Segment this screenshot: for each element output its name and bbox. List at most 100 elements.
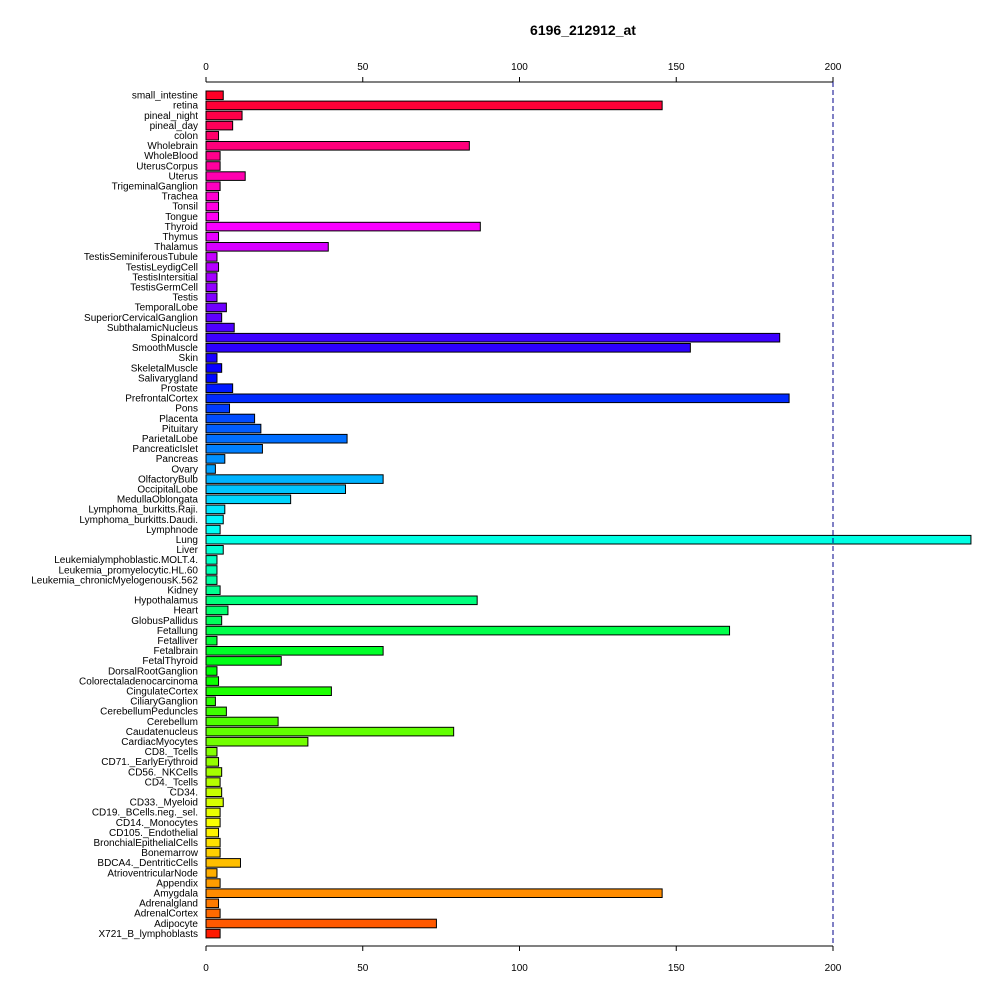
category-label: BDCA4._DentriticCells bbox=[97, 858, 198, 869]
bar bbox=[205, 888, 663, 899]
bar bbox=[205, 383, 234, 393]
bar bbox=[205, 605, 229, 616]
category-label: Leukemia_chronicMyelogenousK.562 bbox=[31, 575, 198, 586]
category-label: Colorectaladenocarcinoma bbox=[79, 676, 198, 687]
category-label: BronchialEpithelialCells bbox=[94, 838, 199, 849]
bar bbox=[205, 221, 481, 232]
category-label: Fetallung bbox=[157, 626, 198, 637]
bar bbox=[205, 332, 781, 343]
bar bbox=[205, 615, 223, 626]
category-label: TrigeminalGanglion bbox=[112, 182, 198, 193]
category-label: Wholebrain bbox=[147, 141, 198, 152]
category-label: SmoothMuscle bbox=[132, 343, 199, 354]
category-label: CD4._Tcells bbox=[145, 777, 198, 788]
category-label: CerebellumPeduncles bbox=[100, 707, 198, 718]
category-label: Salivarygland bbox=[138, 373, 198, 384]
bar bbox=[205, 676, 220, 686]
bar bbox=[205, 504, 226, 515]
bar bbox=[205, 595, 478, 606]
bar bbox=[205, 90, 224, 101]
x-tick-label: 0 bbox=[203, 963, 209, 974]
category-label: Lymphnode bbox=[146, 525, 198, 536]
bar bbox=[205, 292, 218, 303]
bar bbox=[205, 686, 332, 697]
category-label: Heart bbox=[174, 606, 199, 617]
category-label: CD19._BCells.neg._sel. bbox=[92, 808, 198, 819]
category-label: WholeBlood bbox=[144, 151, 198, 162]
category-label: Adipocyte bbox=[154, 919, 198, 930]
bar bbox=[205, 454, 226, 464]
category-label: GlobusPallidus bbox=[131, 616, 198, 627]
bar bbox=[205, 201, 220, 212]
bar bbox=[205, 413, 256, 424]
category-label: Appendix bbox=[156, 878, 198, 889]
bar bbox=[205, 272, 218, 282]
bar bbox=[205, 827, 220, 838]
category-label: TestisGermCell bbox=[130, 283, 198, 294]
category-label: PancreaticIslet bbox=[132, 444, 198, 455]
bar bbox=[205, 635, 218, 646]
category-label: Testis bbox=[172, 293, 198, 304]
category-label: Fetalliver bbox=[157, 636, 198, 647]
category-label: Adrenalgland bbox=[139, 899, 198, 910]
bar bbox=[205, 464, 216, 474]
category-label: Fetalbrain bbox=[154, 646, 198, 657]
category-label: retina bbox=[173, 101, 198, 112]
x-axis-bottom: 0 50 100 150 200 bbox=[203, 945, 842, 974]
bar bbox=[205, 757, 220, 767]
bar bbox=[205, 656, 282, 666]
category-label: colon bbox=[174, 131, 198, 142]
bar bbox=[205, 585, 221, 596]
x-tick-label: 150 bbox=[668, 963, 685, 974]
bar bbox=[205, 575, 218, 585]
bar bbox=[205, 141, 470, 151]
bar bbox=[205, 252, 218, 262]
category-label: AtrioventricularNode bbox=[107, 868, 198, 879]
category-label: Uterus bbox=[169, 171, 198, 182]
bar bbox=[205, 191, 220, 202]
bar bbox=[205, 171, 246, 181]
bar bbox=[205, 242, 329, 252]
category-label: Bonemarrow bbox=[141, 848, 198, 859]
category-label: Thyroid bbox=[165, 222, 198, 233]
category-label: pineal_night bbox=[144, 111, 198, 122]
category-label: small_intestine bbox=[132, 91, 199, 102]
bar bbox=[205, 565, 218, 575]
bar bbox=[205, 837, 221, 848]
category-label: Lymphoma_burkitts.Daudi. bbox=[79, 515, 198, 526]
bar bbox=[205, 433, 348, 444]
bar bbox=[205, 696, 216, 707]
category-label: Placenta bbox=[159, 414, 198, 425]
bar bbox=[205, 817, 221, 828]
bar bbox=[205, 858, 241, 868]
category-label: Tongue bbox=[165, 212, 198, 223]
bars bbox=[205, 90, 972, 939]
bar bbox=[205, 444, 263, 454]
bar bbox=[205, 807, 221, 818]
chart-title: 6196_212912_at bbox=[530, 22, 636, 38]
category-label: Lymphoma_burkitts.Raji. bbox=[88, 505, 198, 516]
category-label: SkeletalMuscle bbox=[131, 363, 199, 374]
bar bbox=[205, 423, 262, 434]
bar bbox=[205, 797, 224, 808]
bar bbox=[205, 848, 221, 858]
bar bbox=[205, 373, 218, 383]
bar bbox=[205, 151, 221, 161]
category-label: DorsalRootGanglion bbox=[108, 666, 198, 677]
bar bbox=[205, 878, 221, 888]
category-label: Thalamus bbox=[154, 242, 198, 253]
category-label: Caudatenucleus bbox=[126, 727, 198, 738]
category-label: OccipitalLobe bbox=[137, 485, 198, 496]
category-label: Leukemialymphoblastic.MOLT.4. bbox=[54, 555, 198, 566]
category-label: TestisLeydigCell bbox=[126, 262, 198, 273]
category-label: Kidney bbox=[167, 586, 198, 597]
category-label: CD34. bbox=[170, 788, 198, 799]
category-label: SubthalamicNucleus bbox=[107, 323, 198, 334]
bar bbox=[205, 181, 221, 191]
category-label: Tonsil bbox=[172, 202, 198, 213]
category-label: CD33._Myeloid bbox=[130, 798, 198, 809]
bar bbox=[205, 393, 790, 404]
category-label: CD71._EarlyErythroid bbox=[101, 757, 198, 768]
bar bbox=[205, 726, 455, 737]
